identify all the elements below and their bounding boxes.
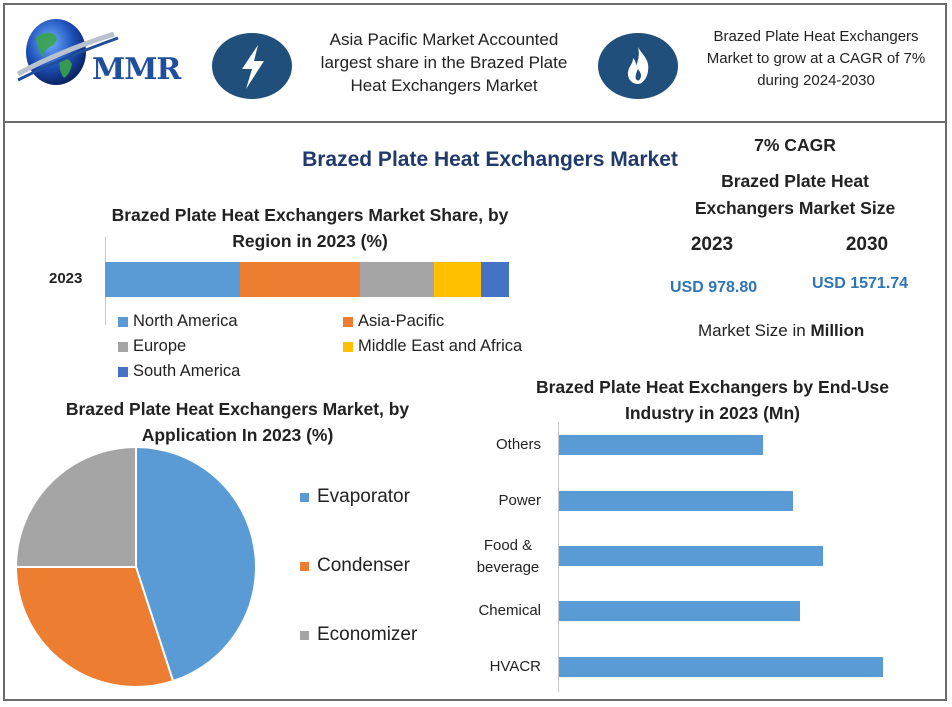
legend-condenser: Condenser xyxy=(300,555,410,577)
flame-icon xyxy=(598,33,678,99)
legend-swatch xyxy=(300,630,309,640)
lightning-icon xyxy=(212,33,292,99)
header-cagr-text: Brazed Plate Heat Exchangers Market to g… xyxy=(706,28,926,89)
end-use-axis xyxy=(558,422,559,692)
market-size-unit-note: Market Size in Million xyxy=(698,321,864,341)
end-use-bar-food-beverage xyxy=(559,546,823,566)
region-segment-europe xyxy=(359,262,435,297)
value-2023: USD 978.80 xyxy=(670,279,758,296)
end-use-chart-title: Brazed Plate Heat Exchangers by End-Use … xyxy=(535,377,890,423)
region-segment-middle-east-and-africa xyxy=(434,262,481,297)
legend-label: South America xyxy=(133,362,241,380)
region-category-label: 2023 xyxy=(49,270,83,287)
legend-label: North America xyxy=(133,312,238,330)
end-use-bar-chemical xyxy=(559,601,800,621)
legend-swatch xyxy=(118,341,128,352)
cagr-label: 7% CAGR xyxy=(754,135,836,155)
header-asia-pacific-text: Asia Pacific Market Accounted largest sh… xyxy=(320,30,568,95)
region-segment-south-america xyxy=(480,262,509,297)
application-pie-chart xyxy=(14,445,257,688)
region-segment-north-america xyxy=(105,262,241,297)
globe-icon xyxy=(16,19,119,85)
legend-label: Middle East and Africa xyxy=(358,337,523,355)
end-use-category-label: Others xyxy=(495,436,541,453)
unit-note-prefix: Market Size in xyxy=(698,321,811,340)
legend-label: Europe xyxy=(133,337,187,355)
legend-swatch xyxy=(118,366,128,377)
end-use-bar-power xyxy=(559,491,793,511)
legend-economizer: Economizer xyxy=(300,624,417,646)
end-use-category-label: Power xyxy=(498,492,541,509)
end-use-bar-others xyxy=(559,435,763,455)
end-use-category-label: Chemical xyxy=(478,602,541,619)
pie-slice-condenser xyxy=(14,566,175,688)
legend-south-america: South America xyxy=(118,362,240,381)
legend-north-america: North America xyxy=(118,312,238,331)
legend-label: Condenser xyxy=(317,555,410,576)
legend-asia-pacific: Asia-Pacific xyxy=(343,312,444,331)
header-band xyxy=(3,3,947,123)
legend-swatch xyxy=(343,316,353,327)
application-chart-title: Brazed Plate Heat Exchangers Market, by … xyxy=(65,399,410,445)
legend-swatch xyxy=(118,316,128,327)
legend-evaporator: Evaporator xyxy=(300,486,410,508)
pie-slice-evaporator xyxy=(135,445,257,683)
main-title: Brazed Plate Heat Exchangers Market xyxy=(302,148,678,171)
market-size-title: Brazed Plate Heat Exchangers Market Size xyxy=(694,171,896,218)
end-use-bar-hvacr xyxy=(559,657,883,677)
end-use-category-label: Food & beverage xyxy=(476,537,540,576)
legend-europe: Europe xyxy=(118,337,186,356)
unit-note-bold: Million xyxy=(810,321,865,340)
legend-swatch xyxy=(300,492,309,502)
value-2030: USD 1571.74 xyxy=(812,275,909,292)
region-chart-title: Brazed Plate Heat Exchangers Market Shar… xyxy=(111,205,509,251)
legend-middle-east-africa: Middle East and Africa xyxy=(343,337,522,356)
region-stacked-bar xyxy=(105,262,509,297)
legend-label: Economizer xyxy=(317,624,418,645)
year-2030-label: 2030 xyxy=(845,234,889,255)
mmr-logo: MMR xyxy=(14,12,194,92)
legend-swatch xyxy=(343,341,353,352)
legend-swatch xyxy=(300,561,309,571)
legend-label: Asia-Pacific xyxy=(358,312,445,330)
pie-slice-economizer xyxy=(14,445,137,568)
region-segment-asia-pacific xyxy=(240,262,360,297)
end-use-category-label: HVACR xyxy=(489,658,541,675)
legend-label: Evaporator xyxy=(317,486,410,507)
infographic-frame xyxy=(3,3,947,701)
year-2023-label: 2023 xyxy=(690,234,734,255)
logo-text: MMR xyxy=(92,52,181,87)
